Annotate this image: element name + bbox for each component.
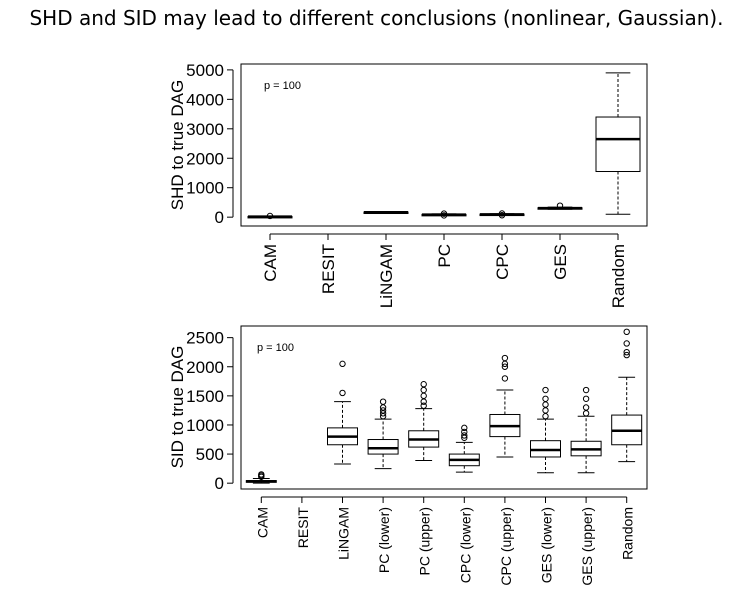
chart-1-y-axis-label: SHD to true DAG [168,80,187,210]
chart-1-y-tick-label: 4000 [186,90,224,109]
chart-2-outlier-point [501,354,509,362]
chart-1-outlier-point [498,210,506,217]
chart-2-y-tick-label: 1500 [186,387,224,406]
chart-1-y-tick-label: 5000 [186,61,224,80]
chart-1-x-tick-label: CPC [493,244,512,280]
chart-2-x-tick-label: PC (upper) [417,507,433,575]
chart-2-outlier-point [379,398,387,405]
chart-2-x-tick-label: CPC (upper) [498,507,514,586]
chart-1-outlier-point [440,210,448,217]
chart-2-y-tick-label: 0 [215,474,224,493]
chart-2-outlier-point [420,381,427,388]
chart-1-y-tick-label: 3000 [186,120,224,139]
chart-1-x-tick-label: GES [551,244,570,280]
chart-2-y-tick-label: 1000 [186,416,224,435]
chart-2-outlier-point [461,428,468,436]
chart-2-outlier-point [461,424,468,432]
chart-2-outlier-point [623,328,630,336]
chart-2-outlier-point [339,389,346,397]
chart-2-outlier-point [379,407,387,414]
chart-2-y-tick-label: 2500 [186,329,224,348]
chart-2-outlier-point [582,386,590,394]
chart-2-outlier-point [501,375,509,382]
chart-1-outlier-point [556,202,564,209]
chart-2-box [367,439,399,455]
chart-2-x-tick-label: GES (upper) [579,507,595,586]
chart-1-y-tick-label: 2000 [186,149,224,168]
chart-2-x-tick-label: CPC (lower) [457,507,473,583]
chart-2-plot-frame [240,325,648,490]
chart-1-x-tick-label: RESIT [319,244,338,294]
chart-2-x-tick-label: RESIT [295,507,311,549]
chart-1-x-tick-label: Random [609,244,628,308]
chart-1-annotation: p = 100 [264,80,301,92]
chart-1-x-tick-label: CAM [261,244,280,282]
chart-1-plot-frame [240,63,648,227]
chart-2-outlier-point [542,401,549,408]
chart-1-y-tick-label: 1000 [186,179,224,198]
chart-2-outlier-point [582,395,590,402]
chart-2-x-tick-label: LiNGAM [336,507,352,560]
chart-2-outlier-point [461,432,468,439]
chart-2-y-tick-label: 2000 [186,358,224,377]
chart-2-x-tick-label: CAM [254,507,270,538]
chart-2-outlier-point [582,410,590,417]
chart-2-outlier-point [582,404,590,411]
chart-2-outlier-point [420,402,427,409]
chart-2-outlier-point [542,413,549,420]
chart-2-outlier-point [420,398,427,405]
chart-2-x-tick-label: PC (lower) [376,507,392,573]
chart-2-x-tick-label: Random [620,507,636,560]
chart-2-outlier-point [623,351,630,359]
chart-1-box [595,116,641,173]
chart-1-outlier-point [440,212,448,219]
chart-2-outlier-point [339,360,346,368]
chart-2-outlier-point [542,395,549,402]
chart-2-outlier-point [623,340,630,347]
chart-2-outlier-point [258,471,265,478]
chart-2-outlier-point [542,407,549,414]
chart-2-x-tick-label: GES (lower) [539,507,555,583]
chart-2-outlier-point [623,348,630,356]
chart-2-y-tick-label: 500 [196,445,224,464]
chart-2-outlier-point [420,386,427,394]
chart-1-outlier-point [266,212,274,220]
chart-1-x-tick-label: PC [435,244,454,268]
chart-2-outlier-point [542,386,549,394]
chart-2-outlier-point [501,363,509,370]
chart-2-y-axis-label: SID to true DAG [168,346,187,469]
chart-1-outlier-point [498,212,506,219]
chart-1-x-tick-label: LiNGAM [377,244,396,308]
chart-2-outlier-point [420,392,427,400]
chart-2-annotation: p = 100 [257,342,294,354]
slide-title: SHD and SID may lead to different conclu… [29,6,724,30]
chart-1-y-tick-label: 0 [215,208,224,227]
